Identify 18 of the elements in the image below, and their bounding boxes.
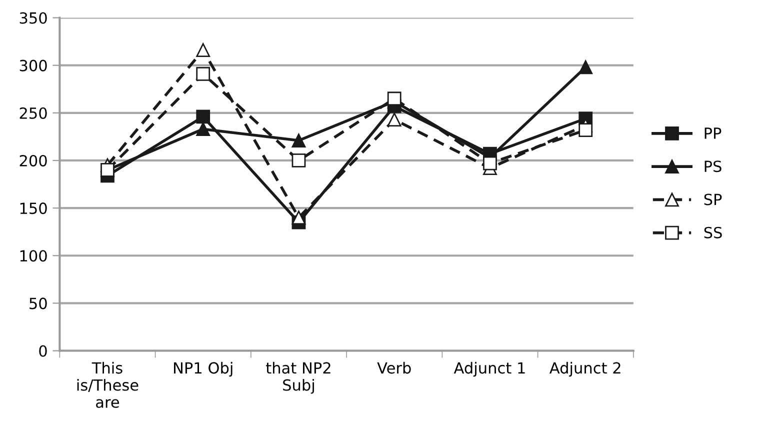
y-tick-label: 250 <box>20 107 47 119</box>
x-tick-label: Verb <box>377 362 411 374</box>
x-tick-label: Adjunct 2 <box>550 362 620 377</box>
x-tick-label: that NP2 Subj <box>266 362 330 394</box>
legend-label: SP <box>704 194 722 206</box>
legend-label: PP <box>704 128 722 139</box>
y-tick-label: 150 <box>20 202 47 214</box>
y-tick-label: 200 <box>20 154 47 166</box>
y-tick-label: 350 <box>20 12 47 24</box>
y-tick-label: 0 <box>39 345 47 357</box>
y-tick-label: 300 <box>20 60 47 72</box>
y-tick-label: 100 <box>20 250 47 262</box>
legend-label: PS <box>704 160 722 172</box>
x-tick-label: This is/These are <box>77 362 138 408</box>
x-tick-label: NP1 Obj <box>174 362 232 377</box>
legend-label: SS <box>704 226 722 238</box>
y-tick-label: 50 <box>30 298 47 310</box>
x-tick-label: Adjunct 1 <box>454 362 525 377</box>
